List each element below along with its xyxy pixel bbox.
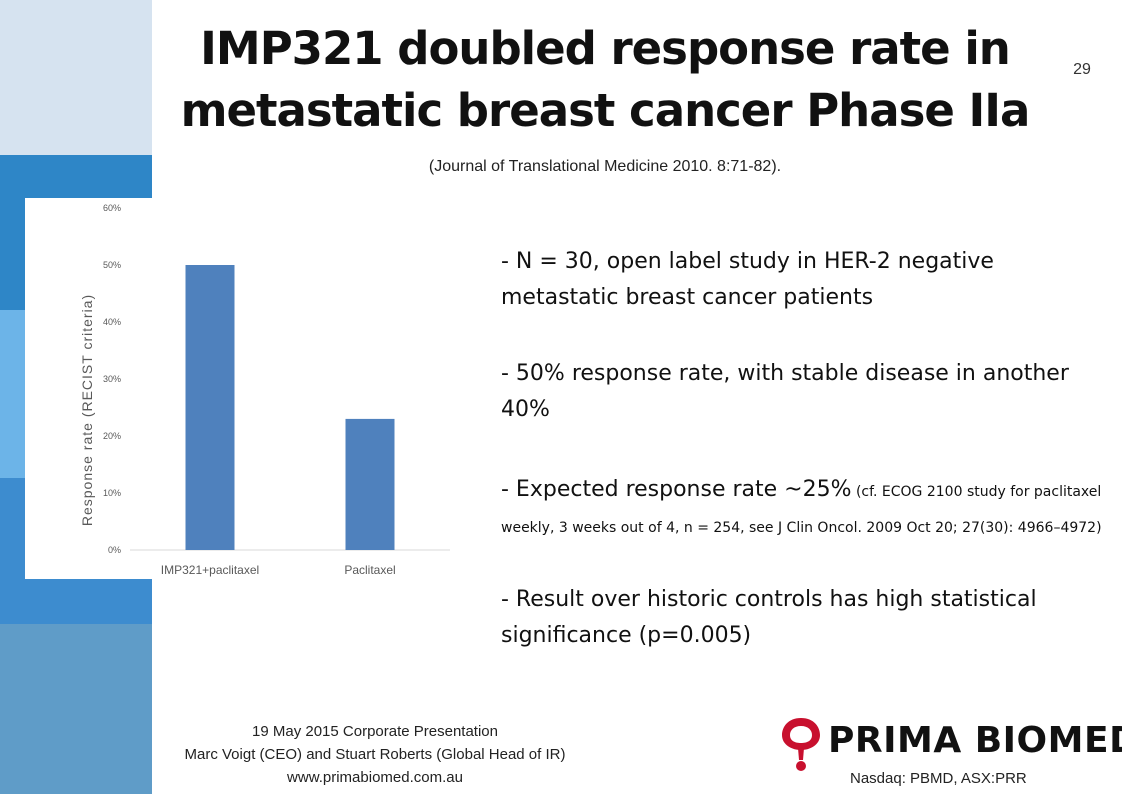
bullet-expected-rate-detail: (cf. ECOG 2100 study for paclitaxel week… — [501, 484, 1102, 536]
y-tick-label: 30% — [103, 374, 121, 384]
x-tick-label: Paclitaxel — [344, 563, 395, 577]
company-logo: PRIMA BIOMED — [778, 714, 1122, 772]
y-tick-label: 60% — [103, 203, 121, 213]
chart-svg: 0% 10% 20% 30% 40% 50% 60% IMP321+paclitaxel Pa… — [79, 203, 450, 577]
footer: 19 May 2015 Corporate Presentation Marc … — [160, 720, 590, 789]
y-axis-label: Response rate (RECIST criteria) — [79, 294, 95, 526]
slide-title: IMP321 doubled response rate in metastat… — [160, 18, 1050, 142]
page-number: 29 — [1073, 61, 1091, 78]
y-tick-label: 50% — [103, 260, 121, 270]
y-tick-label: 20% — [103, 431, 121, 441]
sidebar-band-1 — [0, 0, 152, 155]
bullet-expected-rate: - Expected response rate ~25% (cf. ECOG … — [501, 472, 1111, 544]
bars — [185, 265, 395, 550]
slide-title-line-1: IMP321 doubled response rate in — [200, 22, 1011, 75]
bullet-significance: - Result over historic controls has high… — [501, 587, 1037, 648]
y-tick-label: 10% — [103, 488, 121, 498]
footer-presenters: Marc Voigt (CEO) and Stuart Roberts (Glo… — [184, 746, 566, 763]
bar-imp321-paclitaxel — [185, 265, 235, 550]
slide-subtitle: (Journal of Translational Medicine 2010.… — [428, 158, 782, 175]
sidebar-band-6 — [0, 624, 152, 794]
footer-website[interactable]: www.primabiomed.com.au — [287, 769, 463, 786]
y-tick-label: 0% — [108, 545, 121, 555]
bullet-expected-rate-lead: - Expected response rate ~25% — [501, 477, 852, 502]
bar-paclitaxel — [345, 418, 395, 550]
x-axis-labels: IMP321+paclitaxel Paclitaxel — [161, 563, 396, 577]
bullet-study-design: - N = 30, open label study in HER-2 nega… — [501, 249, 994, 310]
bullet-response-rate: - 50% response rate, with stable disease… — [501, 361, 1069, 422]
x-tick-label: IMP321+paclitaxel — [161, 563, 259, 577]
y-tick-label: 40% — [103, 317, 121, 327]
logo-mark-icon — [782, 718, 820, 771]
stock-listing: Nasdaq: PBMD, ASX:PRR — [850, 770, 1027, 787]
response-rate-chart: 0% 10% 20% 30% 40% 50% 60% IMP321+paclitaxel Pa… — [25, 198, 465, 579]
footer-event: 19 May 2015 Corporate Presentation — [252, 723, 498, 740]
y-axis-ticks: 0% 10% 20% 30% 40% 50% 60% — [103, 203, 121, 555]
brand-name: PRIMA BIOMED — [828, 720, 1122, 761]
slide-title-line-2: metastatic breast cancer Phase IIa — [180, 84, 1031, 137]
